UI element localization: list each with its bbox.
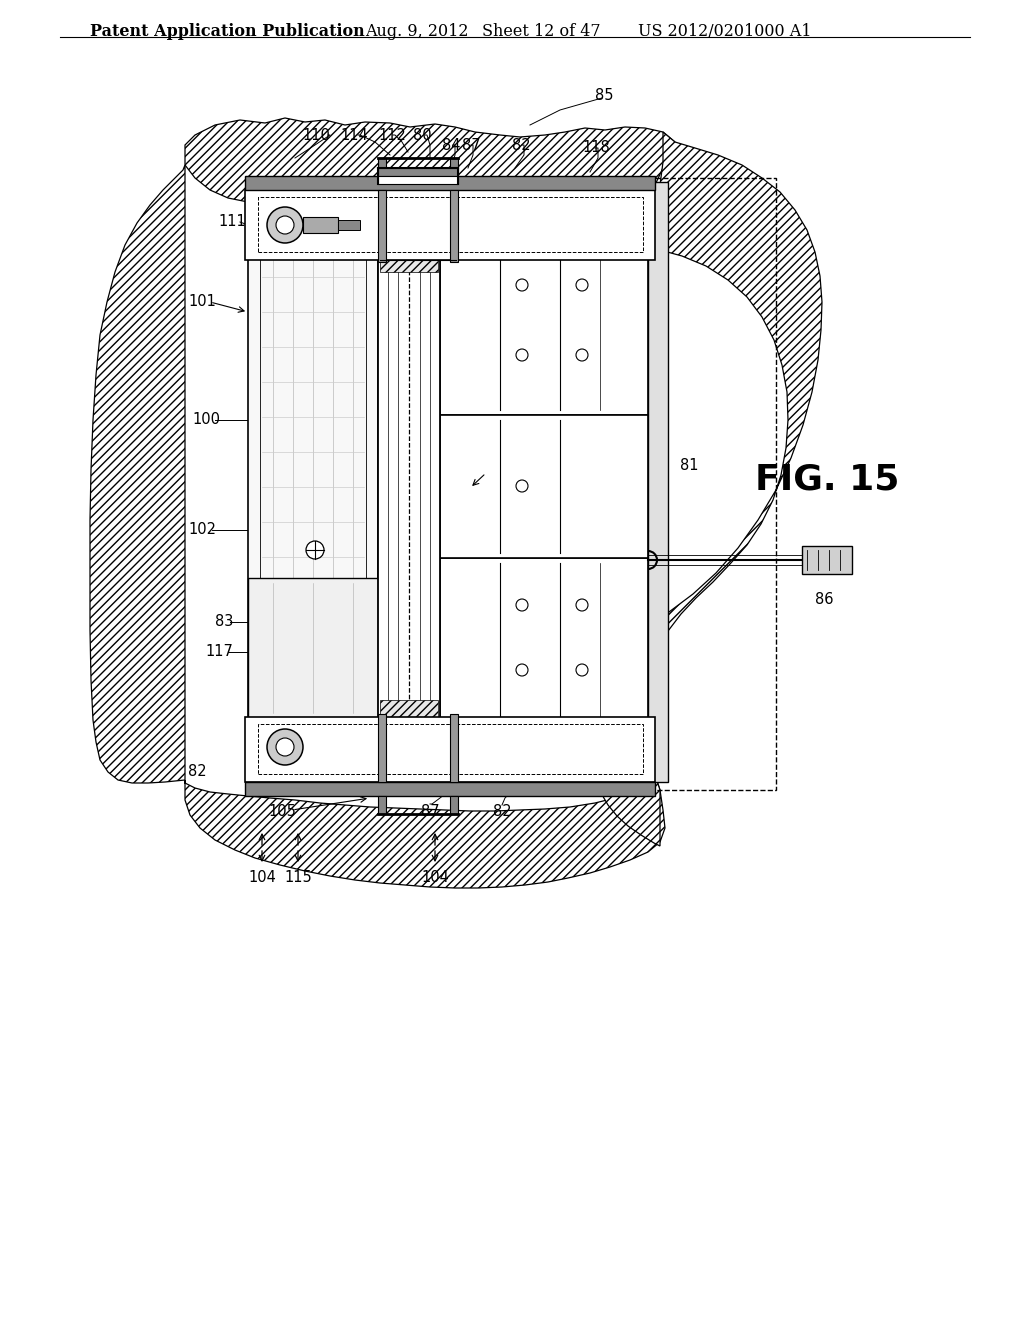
Circle shape [575,664,588,676]
Text: 117: 117 [205,644,232,660]
Polygon shape [185,775,665,888]
Circle shape [276,216,294,234]
Bar [245,717,655,781]
Bar [450,714,458,781]
Circle shape [575,729,588,741]
Text: 102: 102 [188,523,216,537]
Text: 83: 83 [215,615,233,630]
Text: 104: 104 [421,870,449,884]
Circle shape [516,664,528,676]
Bar [260,205,366,770]
Bar [378,176,458,183]
Bar [378,158,386,176]
Polygon shape [380,700,438,788]
Circle shape [516,214,528,226]
Bar [378,182,440,789]
Bar [248,578,378,718]
Bar [245,176,655,190]
Text: 82: 82 [493,804,511,820]
Bar [258,723,643,774]
Bar [303,216,338,234]
Text: 110: 110 [302,128,330,143]
Circle shape [575,599,588,611]
Text: 82: 82 [188,764,207,780]
Text: 81: 81 [680,458,698,473]
Bar [378,714,386,781]
Text: Patent Application Publication: Patent Application Publication [90,22,365,40]
Polygon shape [440,201,570,228]
Text: 101: 101 [188,294,216,309]
Circle shape [516,480,528,492]
Circle shape [267,207,303,243]
Text: 104: 104 [248,870,275,884]
Circle shape [516,599,528,611]
Text: 112: 112 [378,128,406,143]
Bar [378,168,458,176]
Polygon shape [380,183,438,272]
Text: 86: 86 [815,593,834,607]
Circle shape [575,348,588,360]
Bar [648,182,668,781]
Bar [440,558,650,789]
Text: 118: 118 [582,140,609,156]
Circle shape [267,729,303,766]
Text: 82: 82 [512,137,530,153]
Circle shape [276,738,294,756]
Bar [802,546,852,574]
Text: 115: 115 [284,870,312,884]
Bar [248,191,378,781]
Circle shape [516,348,528,360]
Polygon shape [590,132,822,846]
Text: 105: 105 [268,804,296,820]
Text: 111: 111 [218,214,246,230]
Bar [440,414,650,558]
Bar [338,220,360,230]
Text: 114: 114 [340,128,368,143]
Polygon shape [90,165,185,783]
Polygon shape [440,440,580,741]
Bar [450,796,458,814]
Text: 100: 100 [193,412,220,428]
Bar [436,178,776,789]
Text: 80: 80 [413,128,432,143]
Circle shape [516,279,528,290]
Text: Aug. 9, 2012: Aug. 9, 2012 [365,22,469,40]
Bar [258,197,643,252]
Text: 87: 87 [421,804,439,820]
Text: Sheet 12 of 47: Sheet 12 of 47 [482,22,601,40]
Polygon shape [185,117,675,213]
Bar [450,190,458,261]
Text: 84: 84 [442,137,461,153]
Text: 85: 85 [595,87,613,103]
Circle shape [575,279,588,290]
Bar [450,158,458,176]
Bar [245,190,655,260]
Text: US 2012/0201000 A1: US 2012/0201000 A1 [638,22,811,40]
Text: 87: 87 [462,137,480,153]
Text: FIG. 15: FIG. 15 [755,463,899,498]
Text: 103: 103 [488,465,516,479]
Circle shape [306,541,324,558]
Bar [245,781,655,796]
Bar [378,796,386,814]
Circle shape [575,214,588,226]
Circle shape [516,729,528,741]
Bar [440,183,650,414]
Bar [378,190,386,261]
